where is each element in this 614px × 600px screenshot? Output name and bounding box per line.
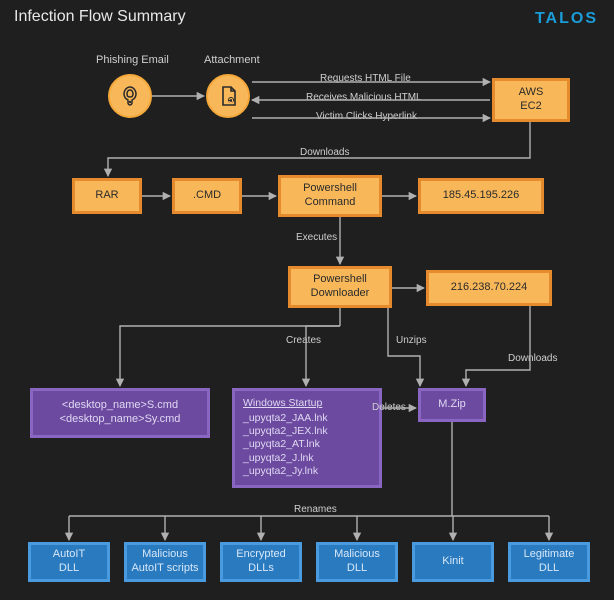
phishing-icon (108, 74, 152, 118)
node-autoit-dll: AutoIT DLL (28, 542, 110, 582)
node-windows-startup: Windows Startup _upyqta2_JAA.lnk _upyqta… (232, 388, 382, 488)
label-phishing: Phishing Email (96, 54, 169, 66)
edge-renames: Renames (294, 504, 337, 515)
edge-downloads: Downloads (300, 147, 349, 158)
edge-executes: Executes (296, 232, 337, 243)
edge-deletes: Deletes (372, 402, 406, 413)
node-ip1: 185.45.195.226 (418, 178, 544, 214)
edge-downloads2: Downloads (508, 353, 557, 364)
edge-requests: Requests HTML File (320, 73, 411, 84)
edge-clicks: Victim Clicks Hyperlink (316, 111, 417, 122)
node-malicious-dll: Malicious DLL (316, 542, 398, 582)
node-encrypted-dlls: Encrypted DLLs (220, 542, 302, 582)
node-ip2: 216.238.70.224 (426, 270, 552, 306)
talos-logo: TALOS (535, 10, 598, 28)
node-legit-dll: Legitimate DLL (508, 542, 590, 582)
label-attachment: Attachment (204, 54, 260, 66)
edge-receives: Receives Malicious HTML (306, 92, 422, 103)
node-desktop-cmds: <desktop_name>S.cmd <desktop_name>Sy.cmd (30, 388, 210, 438)
node-mal-scripts: Malicious AutoIT scripts (124, 542, 206, 582)
node-kinit: Kinit (412, 542, 494, 582)
node-mzip: M.Zip (418, 388, 486, 422)
node-powershell-downloader: Powershell Downloader (288, 266, 392, 308)
startup-files: _upyqta2_JAA.lnk _upyqta2_JEX.lnk _upyqt… (243, 412, 328, 478)
edge-creates: Creates (286, 335, 321, 346)
node-cmd: .CMD (172, 178, 242, 214)
node-aws-ec2: AWS EC2 (492, 78, 570, 122)
diagram-title: Infection Flow Summary (14, 8, 186, 26)
startup-header: Windows Startup (243, 397, 322, 410)
node-rar: RAR (72, 178, 142, 214)
attachment-icon (206, 74, 250, 118)
node-powershell-command: Powershell Command (278, 175, 382, 217)
edge-unzips: Unzips (396, 335, 427, 346)
